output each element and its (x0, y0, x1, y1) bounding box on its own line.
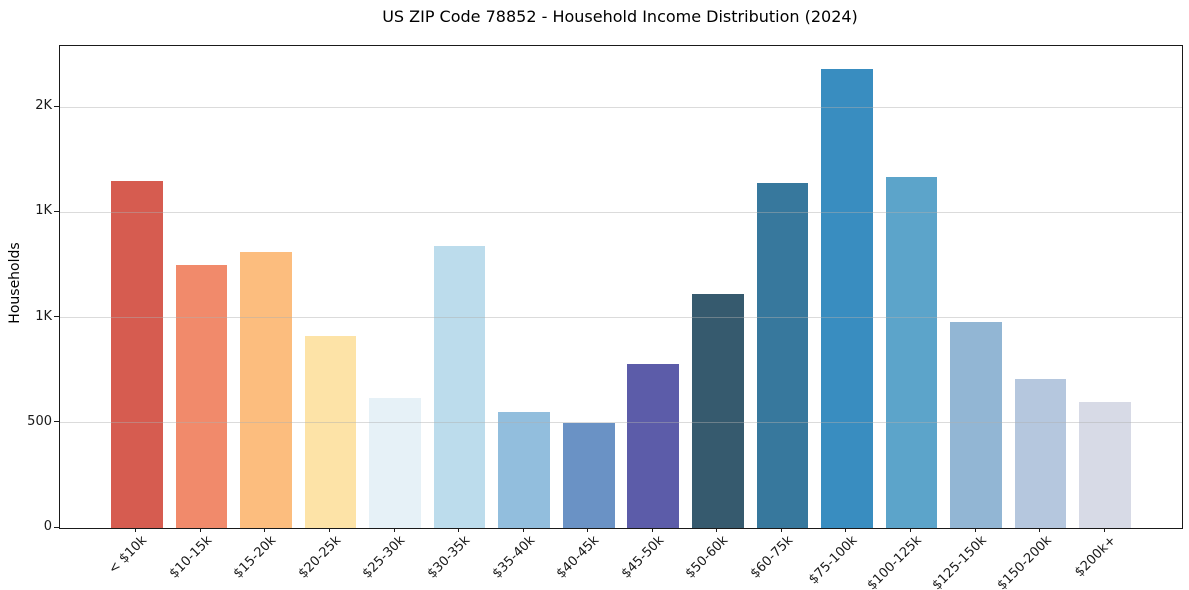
y-tick-label: 0 (43, 519, 52, 534)
x-tick-label: $100-125k (864, 533, 926, 590)
x-tick-mark (651, 528, 653, 532)
x-tick-label: $25-30k (360, 533, 409, 582)
gridline (60, 106, 1182, 108)
bar-2 (175, 264, 228, 528)
bar-13 (885, 176, 938, 528)
x-tick-label: $20-25k (295, 533, 345, 582)
gridline (60, 317, 1182, 319)
x-tick-mark (199, 528, 201, 532)
x-tick-mark (716, 528, 718, 532)
bar-9 (627, 363, 680, 528)
x-tick-mark (458, 528, 460, 532)
x-tick-label: $10-15k (166, 533, 215, 582)
bar-15 (1014, 378, 1067, 528)
x-tick-mark (910, 528, 911, 532)
bar-1 (111, 180, 163, 528)
y-tick-mark (54, 316, 59, 318)
y-tick-label: 1K (35, 308, 52, 324)
x-tick-mark (1039, 528, 1041, 532)
chart-title: US ZIP Code 78852 - Household Income Dis… (382, 7, 858, 26)
x-tick-mark (780, 528, 782, 532)
x-tick-label: $35-40k (489, 533, 538, 582)
bar-8 (562, 422, 615, 528)
x-tick-mark (522, 528, 524, 532)
x-tick-label: $45-50k (618, 533, 667, 582)
bar-4 (304, 336, 357, 528)
x-tick-label: $30-35k (424, 533, 474, 582)
x-tick-mark (1103, 528, 1105, 532)
x-tick-label: $60-75k (747, 533, 797, 582)
x-tick-label: < $10k (106, 533, 151, 578)
x-tick-label: $15-20k (231, 533, 280, 582)
y-tick-label: 1K (35, 203, 52, 219)
bar-11 (756, 182, 809, 528)
bar-16 (1079, 401, 1131, 528)
x-tick-mark (845, 528, 847, 532)
bar-6 (433, 245, 486, 528)
bar-14 (950, 321, 1002, 528)
x-tick-label: $40-45k (553, 533, 603, 582)
plot-area (59, 45, 1183, 529)
x-tick-mark (587, 528, 589, 532)
bar-12 (821, 69, 873, 528)
x-tick-mark (135, 528, 137, 532)
gridline (60, 211, 1182, 213)
x-tick-label: $150-200k (994, 533, 1055, 590)
bar-7 (498, 412, 550, 528)
bar-3 (240, 252, 292, 528)
y-tick-label: 500 (27, 413, 52, 429)
x-tick-label: $125-150k (929, 533, 990, 590)
y-tick-label: 2K (35, 98, 52, 114)
y-tick-mark (54, 210, 59, 212)
x-tick-mark (974, 528, 976, 532)
x-tick-mark (393, 528, 395, 532)
y-tick-mark (54, 421, 59, 423)
x-tick-label: $200k+ (1071, 533, 1119, 581)
x-tick-label: $50-60k (682, 533, 732, 582)
y-tick-mark (54, 105, 59, 107)
x-tick-label: $75-100k (806, 533, 861, 588)
x-tick-mark (328, 528, 330, 532)
y-tick-mark (54, 526, 59, 528)
gridline (60, 422, 1182, 424)
bar-5 (369, 397, 421, 528)
bar-10 (692, 294, 744, 528)
x-tick-mark (264, 528, 266, 532)
